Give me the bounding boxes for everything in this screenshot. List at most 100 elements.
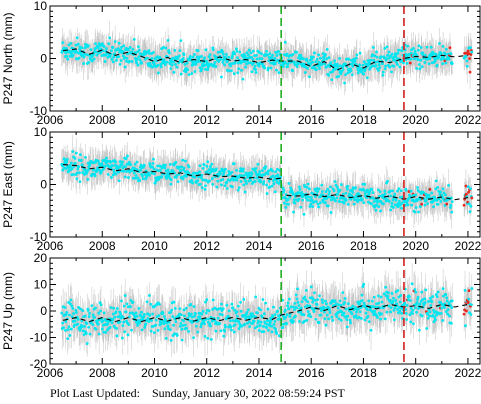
data-point xyxy=(126,176,130,179)
data-point xyxy=(100,169,103,173)
data-point xyxy=(115,327,118,330)
x-tick-label: 2016 xyxy=(298,113,325,127)
data-point xyxy=(333,59,336,63)
data-point xyxy=(218,321,221,325)
data-point xyxy=(306,182,310,186)
data-point xyxy=(235,49,239,53)
data-point xyxy=(159,65,163,69)
data-point xyxy=(73,319,77,323)
data-point xyxy=(469,204,473,208)
data-point xyxy=(385,45,389,49)
data-point xyxy=(283,196,287,200)
data-point xyxy=(172,323,175,327)
data-point xyxy=(409,57,413,61)
data-point xyxy=(66,337,70,341)
data-point xyxy=(411,198,414,202)
data-point xyxy=(74,308,78,312)
data-point xyxy=(235,56,239,60)
data-point xyxy=(307,195,311,199)
data-point xyxy=(231,319,235,322)
data-point xyxy=(73,323,76,327)
data-point xyxy=(361,63,365,67)
data-point xyxy=(261,169,264,172)
data-point xyxy=(205,170,209,174)
data-point xyxy=(435,199,439,202)
data-point xyxy=(260,57,264,61)
data-point xyxy=(71,173,75,176)
data-point xyxy=(111,318,115,322)
data-point xyxy=(180,165,184,169)
data-point xyxy=(180,327,184,331)
data-point xyxy=(85,342,89,345)
data-point xyxy=(443,59,447,63)
data-point xyxy=(188,54,192,58)
data-point xyxy=(150,171,154,175)
data-point xyxy=(243,322,247,326)
data-point xyxy=(110,57,114,61)
data-point xyxy=(163,317,167,321)
data-point xyxy=(134,176,138,180)
data-point xyxy=(277,61,281,65)
data-point xyxy=(225,52,228,56)
data-point xyxy=(390,202,394,205)
data-point xyxy=(397,48,401,52)
data-point xyxy=(254,167,258,170)
data-point xyxy=(241,167,245,171)
data-point xyxy=(327,56,331,60)
data-point xyxy=(162,58,166,62)
data-point xyxy=(121,50,125,53)
data-point xyxy=(323,62,327,66)
data-point xyxy=(257,51,261,54)
x-tick-label: 2022 xyxy=(455,113,481,127)
data-point xyxy=(86,309,90,312)
data-point xyxy=(165,176,169,180)
data-point xyxy=(145,319,149,322)
data-point xyxy=(100,162,104,165)
data-point xyxy=(237,67,241,71)
data-point xyxy=(137,306,141,310)
data-point xyxy=(139,168,143,172)
data-point xyxy=(132,171,136,175)
data-point xyxy=(84,155,87,159)
data-point xyxy=(81,329,85,333)
data-point xyxy=(282,201,286,205)
x-tick-label: 2022 xyxy=(455,239,481,253)
data-point xyxy=(219,172,222,176)
data-point xyxy=(90,59,94,63)
data-point xyxy=(211,182,215,186)
data-point xyxy=(74,311,78,314)
data-point xyxy=(242,298,246,301)
data-point xyxy=(336,65,340,68)
data-point xyxy=(105,156,108,160)
data-point xyxy=(163,163,167,167)
data-point xyxy=(394,198,398,202)
data-point xyxy=(163,60,167,64)
data-point xyxy=(412,193,415,197)
data-point xyxy=(68,54,72,58)
data-point xyxy=(356,71,360,75)
data-point xyxy=(235,178,239,182)
data-point xyxy=(229,64,232,68)
x-tick-label: 2014 xyxy=(246,239,273,253)
data-point xyxy=(69,165,72,169)
data-point xyxy=(131,176,135,180)
data-point xyxy=(117,170,121,174)
data-point xyxy=(125,302,129,306)
data-point xyxy=(360,198,364,201)
data-point xyxy=(349,69,353,72)
data-point xyxy=(132,312,136,316)
data-point xyxy=(113,52,117,56)
data-point xyxy=(229,325,233,329)
data-point xyxy=(145,300,149,304)
data-point xyxy=(439,200,443,203)
data-point xyxy=(273,190,277,194)
data-point xyxy=(232,330,236,334)
data-point xyxy=(414,193,418,197)
data-point xyxy=(349,197,353,201)
data-point xyxy=(183,314,186,318)
data-point xyxy=(416,189,420,192)
data-point xyxy=(322,58,326,62)
data-point xyxy=(469,46,472,49)
data-point xyxy=(338,200,341,204)
data-point xyxy=(382,56,386,60)
